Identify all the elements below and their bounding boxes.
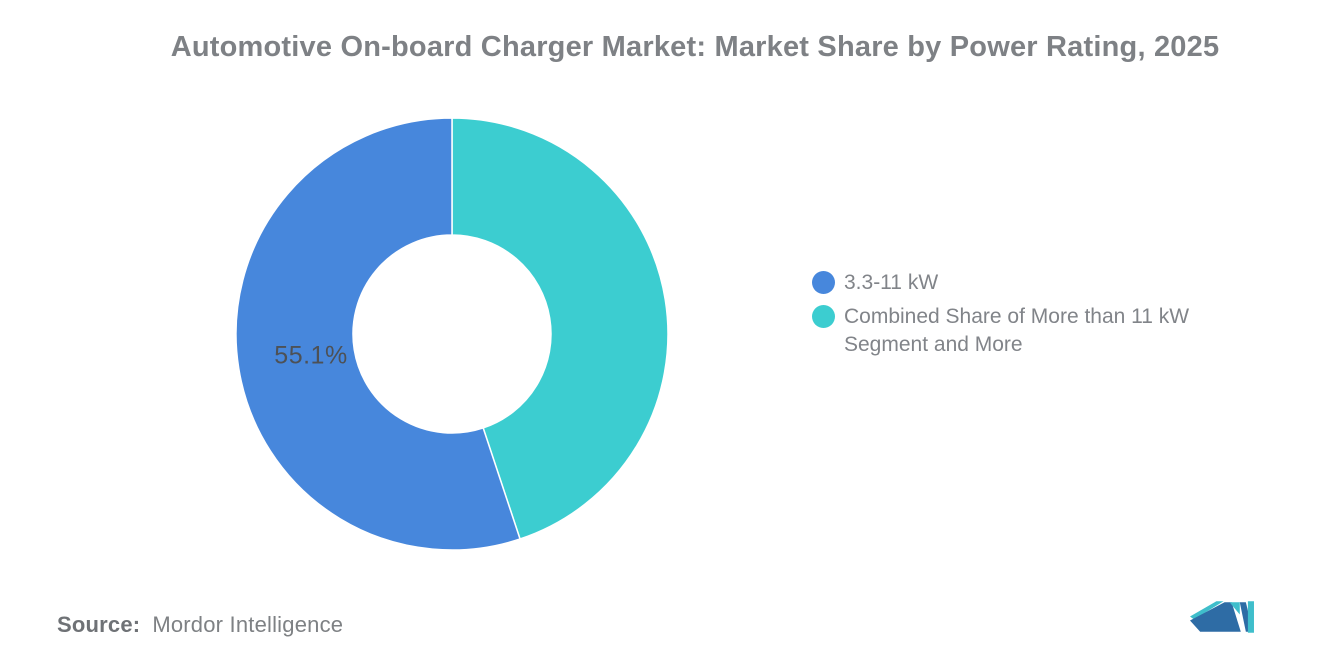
donut-slice-0[interactable] bbox=[235, 117, 521, 551]
logo-teal-middle-triangle bbox=[1229, 602, 1240, 615]
chart-title: Automotive On-board Charger Market: Mark… bbox=[170, 31, 1220, 63]
logo-navy-left-band bbox=[1190, 602, 1241, 632]
legend-swatch-icon bbox=[812, 305, 835, 328]
legend-item-3-3-11kw[interactable]: 3.3-11 kW bbox=[812, 269, 1224, 297]
legend-item-label: 3.3-11 kW bbox=[844, 271, 939, 294]
donut-slice-1[interactable] bbox=[451, 117, 669, 540]
source-value: Mordor Intelligence bbox=[152, 612, 344, 637]
logo-teal-left-stripe bbox=[1190, 601, 1224, 620]
legend: 3.3-11 kW Combined Share of More than 11… bbox=[812, 269, 1224, 359]
legend-item-more-than-11kw[interactable]: Combined Share of More than 11 kW Segmen… bbox=[812, 303, 1224, 359]
legend-swatch-icon bbox=[812, 271, 835, 294]
source-label: Source: bbox=[57, 612, 141, 637]
logo-teal-right-bar bbox=[1247, 601, 1254, 633]
source-line: Source: Mordor Intelligence bbox=[57, 612, 343, 638]
legend-item-label: Combined Share of More than 11 kW Segmen… bbox=[844, 305, 1190, 356]
mordor-intelligence-logo bbox=[1190, 601, 1254, 633]
slice-data-label: 55.1% bbox=[274, 341, 348, 370]
